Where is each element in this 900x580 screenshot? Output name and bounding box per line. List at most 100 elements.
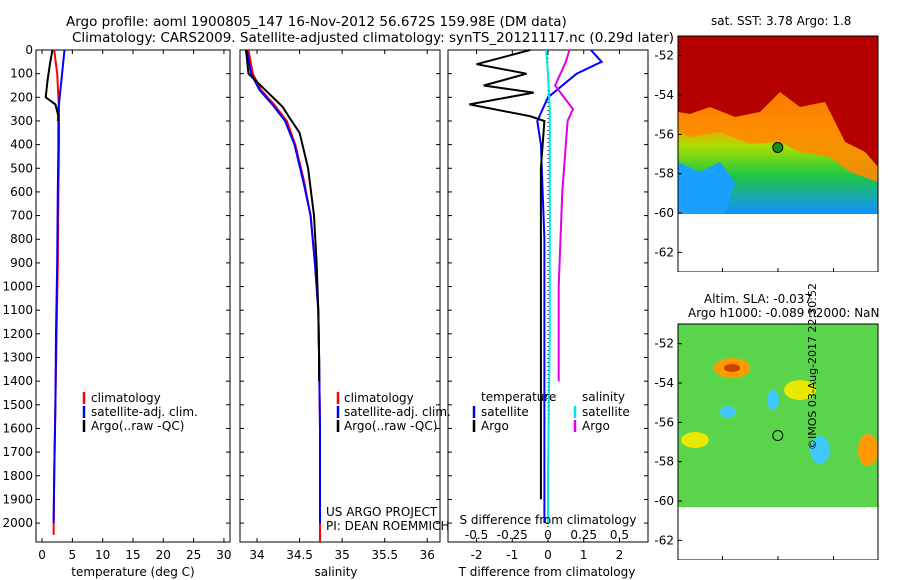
sla-map-frame (677, 323, 879, 560)
y-tick-label: 300 (10, 114, 33, 128)
x-tick-label: 35 (334, 548, 349, 562)
project-annotation-line1: US ARGO PROJECT (326, 505, 438, 519)
sla-low-anomaly (810, 436, 830, 464)
map-y-tick-label: -58 (654, 455, 674, 469)
y-tick-label: 1100 (2, 303, 33, 317)
x-tick-label: -2 (471, 548, 483, 562)
temperature-panel-frame (35, 49, 231, 543)
difference-legend-temperature: temperature satellite Argo (472, 390, 556, 433)
x-tick-label: 36 (420, 548, 435, 562)
y-tick-label: 1900 (2, 492, 33, 506)
legend-label-climatology: climatology (344, 391, 414, 405)
map-y-tick-label: -56 (654, 415, 674, 429)
y-tick-label: 800 (10, 232, 33, 246)
y-tick-label: 1500 (2, 398, 33, 412)
series-line-satellite (545, 49, 551, 524)
legend-label-satellite: satellite-adj. clim. (344, 405, 451, 419)
y-tick-label: 600 (10, 185, 33, 199)
map-y-tick-label: -60 (654, 206, 674, 220)
y-tick-label: 2000 (2, 516, 33, 530)
sla-low-anomaly-3 (767, 390, 779, 410)
sla-map-subtitle: Argo h1000: -0.089 h2000: NaN (688, 306, 880, 320)
y-tick-label: 1600 (2, 421, 33, 435)
y-tick-label: 1400 (2, 374, 33, 388)
sst-cold-region (678, 162, 735, 214)
argo-position-marker (772, 430, 784, 442)
x-tick-label-s: 0.5 (610, 528, 629, 542)
chart-title-line1: Argo profile: aoml 1900805_147 16-Nov-20… (66, 14, 567, 30)
sst-warm-region (678, 36, 878, 167)
y-tick-label: 700 (10, 209, 33, 223)
x-tick-label: 35.5 (371, 548, 398, 562)
sst-map-axes: 155160165-52-54-56-58-60-62 (654, 49, 835, 272)
difference-xlabel: T difference from climatology (458, 565, 636, 579)
y-tick-label: 900 (10, 256, 33, 270)
x-tick-label: 5 (69, 548, 77, 562)
y-tick-label: 1300 (2, 351, 33, 365)
series-line-argo---raw--qc- (44, 49, 60, 122)
x-tick-label: 15 (125, 548, 140, 562)
map-y-tick-label: -54 (654, 88, 674, 102)
y-tick-label: 1700 (2, 445, 33, 459)
map-y-tick-label: -56 (654, 127, 674, 141)
legend-label-satellite: satellite-adj. clim. (91, 405, 198, 419)
y-tick-label: 1800 (2, 469, 33, 483)
map-y-tick-label: -60 (654, 494, 674, 508)
x-tick-label: 34.5 (286, 548, 313, 562)
x-tick-label: -1 (506, 548, 518, 562)
difference-xlabel-top: S difference from climatology (460, 513, 637, 527)
project-annotation-line2: PI: DEAN ROEMMICH (326, 519, 449, 533)
legend-label-argo: Argo(..raw -QC) (344, 419, 437, 433)
legend-label-argo-s: Argo (582, 419, 610, 433)
legend-label-argo: Argo(..raw -QC) (91, 419, 184, 433)
temperature-plot: 0 100 200 300 400 500 600 700 800 900 1000 1100 1200… (2, 43, 231, 562)
sla-high-anomaly-2 (858, 434, 878, 466)
argo-position-marker (772, 142, 784, 154)
salinity-legend: climatology satellite-adj. clim. Argo(..… (336, 391, 451, 433)
y-tick-label: 0 (25, 43, 33, 57)
x-tick-label: 30 (216, 548, 231, 562)
y-tick-label: 500 (10, 161, 33, 175)
salinity-panel-frame (239, 49, 441, 543)
sla-yellow-region-2 (681, 432, 709, 448)
x-tick-label: 1 (580, 548, 588, 562)
imos-timestamp: ©IMOS 03-Aug-2017 22:30:52 (806, 283, 819, 450)
series-line-climatology (247, 49, 321, 542)
chart-title-line2: Climatology: CARS2009. Satellite-adjuste… (72, 30, 675, 46)
y-tick-label: 400 (10, 138, 33, 152)
difference-legend-salinity: salinity satellite Argo (573, 390, 630, 433)
x-tick-label-s: -0.5 (465, 528, 488, 542)
x-tick-label: 20 (156, 548, 171, 562)
legend-title-salinity: salinity (582, 390, 625, 404)
series-line-argo---raw--qc- (245, 49, 321, 382)
map-y-tick-label: -52 (654, 337, 674, 351)
series-line-satellite (536, 49, 604, 524)
sla-map-field (678, 324, 878, 507)
y-tick-label: 1000 (2, 280, 33, 294)
salinity-xlabel: salinity (314, 565, 357, 579)
map-y-tick-label: -54 (654, 376, 674, 390)
sst-map: 155160165-52-54-56-58-60-62 (654, 35, 879, 272)
sla-map: 155160165-52-54-56-58-60-62 (654, 323, 879, 560)
temperature-xlabel: temperature (deg C) (71, 565, 194, 579)
salinity-plot: 34 34.5 35 35.5 36 (240, 49, 440, 562)
sst-map-frame (677, 35, 879, 272)
temperature-legend: climatology satellite-adj. clim. Argo(..… (82, 391, 198, 433)
legend-label-satellite-t: satellite (481, 405, 529, 419)
legend-label-climatology: climatology (91, 391, 161, 405)
sla-high-core (724, 364, 740, 372)
sst-map-title: sat. SST: 3.78 Argo: 1.8 (711, 14, 852, 28)
profile-plots: 0100200300400500600700800900100011001200… (2, 43, 649, 579)
y-tick-label: 100 (10, 67, 33, 81)
sla-map-title: Altim. SLA: -0.037 (704, 292, 813, 306)
sla-yellow-region (784, 380, 816, 400)
sla-low-anomaly-2 (720, 406, 736, 418)
series-line-argo (553, 49, 575, 382)
y-tick-label: 200 (10, 90, 33, 104)
map-y-tick-label: -62 (654, 533, 674, 547)
y-tick-label: 1200 (2, 327, 33, 341)
map-y-tick-label: -62 (654, 245, 674, 259)
x-tick-label-s: -0.25 (497, 528, 528, 542)
legend-label-satellite-s: satellite (582, 405, 630, 419)
